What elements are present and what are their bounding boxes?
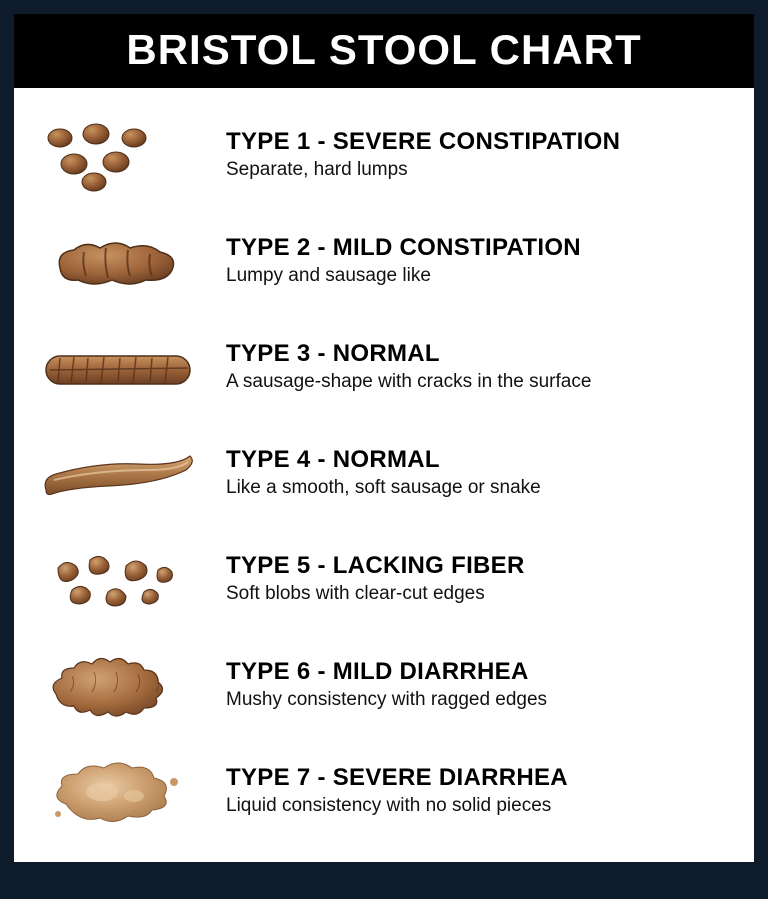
type-3-title: TYPE 3 - NORMAL <box>226 340 730 368</box>
type-4-desc: Like a smooth, soft sausage or snake <box>226 476 730 500</box>
type-1-text: TYPE 1 - SEVERE CONSTIPATION Separate, h… <box>226 128 730 181</box>
type-row-5: TYPE 5 - LACKING FIBER Soft blobs with c… <box>38 530 730 636</box>
chart-title: BRISTOL STOOL CHART <box>14 14 754 88</box>
type-6-desc: Mushy consistency with ragged edges <box>226 688 730 712</box>
type-6-title: TYPE 6 - MILD DIARRHEA <box>226 658 730 686</box>
type-row-2: TYPE 2 - MILD CONSTIPATION Lumpy and sau… <box>38 212 730 318</box>
type-2-illustration-icon <box>38 222 198 300</box>
type-7-desc: Liquid consistency with no solid pieces <box>226 794 730 818</box>
type-5-title: TYPE 5 - LACKING FIBER <box>226 552 730 580</box>
type-3-text: TYPE 3 - NORMAL A sausage-shape with cra… <box>226 340 730 393</box>
type-7-illustration-icon <box>38 752 198 830</box>
type-2-desc: Lumpy and sausage like <box>226 264 730 288</box>
type-5-desc: Soft blobs with clear-cut edges <box>226 582 730 606</box>
type-3-desc: A sausage-shape with cracks in the surfa… <box>226 370 730 394</box>
type-1-desc: Separate, hard lumps <box>226 158 730 182</box>
type-2-title: TYPE 2 - MILD CONSTIPATION <box>226 234 730 262</box>
type-3-illustration-icon <box>38 328 198 406</box>
type-1-illustration-icon <box>38 116 198 194</box>
type-4-title: TYPE 4 - NORMAL <box>226 446 730 474</box>
type-6-text: TYPE 6 - MILD DIARRHEA Mushy consistency… <box>226 658 730 711</box>
chart-rows: TYPE 1 - SEVERE CONSTIPATION Separate, h… <box>14 88 754 862</box>
type-7-title: TYPE 7 - SEVERE DIARRHEA <box>226 764 730 792</box>
type-5-illustration-icon <box>38 540 198 618</box>
type-row-4: TYPE 4 - NORMAL Like a smooth, soft saus… <box>38 424 730 530</box>
type-5-text: TYPE 5 - LACKING FIBER Soft blobs with c… <box>226 552 730 605</box>
type-7-text: TYPE 7 - SEVERE DIARRHEA Liquid consiste… <box>226 764 730 817</box>
type-6-illustration-icon <box>38 646 198 724</box>
type-2-text: TYPE 2 - MILD CONSTIPATION Lumpy and sau… <box>226 234 730 287</box>
bristol-stool-chart: BRISTOL STOOL CHART <box>12 12 756 864</box>
type-row-3: TYPE 3 - NORMAL A sausage-shape with cra… <box>38 318 730 424</box>
type-4-text: TYPE 4 - NORMAL Like a smooth, soft saus… <box>226 446 730 499</box>
type-1-title: TYPE 1 - SEVERE CONSTIPATION <box>226 128 730 156</box>
type-row-1: TYPE 1 - SEVERE CONSTIPATION Separate, h… <box>38 106 730 212</box>
type-row-6: TYPE 6 - MILD DIARRHEA Mushy consistency… <box>38 636 730 742</box>
type-row-7: TYPE 7 - SEVERE DIARRHEA Liquid consiste… <box>38 742 730 848</box>
type-4-illustration-icon <box>38 434 198 512</box>
